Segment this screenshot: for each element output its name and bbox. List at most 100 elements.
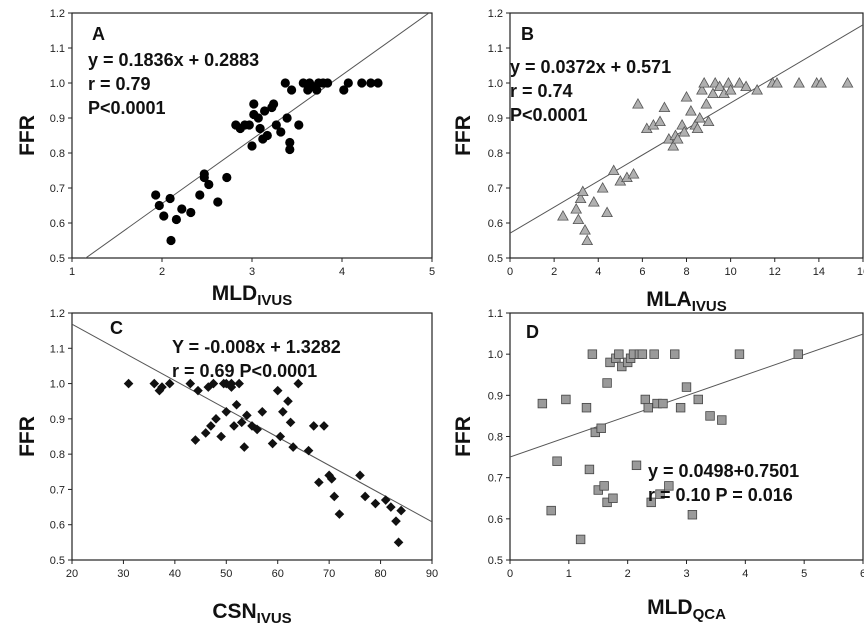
- data-point: [319, 421, 329, 431]
- data-point: [538, 399, 547, 408]
- data-point: [842, 78, 852, 87]
- y-tick-label: 0.5: [50, 555, 65, 567]
- data-point: [206, 421, 216, 431]
- data-point: [268, 439, 278, 449]
- data-point: [329, 492, 339, 502]
- data-point: [159, 211, 168, 220]
- data-point: [582, 235, 592, 244]
- data-point: [694, 395, 703, 404]
- data-point: [391, 516, 401, 526]
- data-point: [287, 85, 296, 94]
- data-point: [677, 120, 687, 129]
- data-point: [283, 113, 292, 122]
- x-tick-label: 4: [742, 568, 748, 580]
- data-point: [245, 120, 254, 129]
- data-point: [633, 99, 643, 108]
- x-tick-label: 0: [507, 266, 513, 278]
- data-point: [222, 173, 231, 182]
- data-point: [281, 78, 290, 87]
- data-point: [558, 211, 568, 220]
- data-point: [615, 350, 624, 359]
- y-tick-label: 1.1: [50, 43, 65, 55]
- panel-label: B: [521, 24, 534, 44]
- y-tick-label: 0.9: [50, 113, 65, 125]
- data-point: [794, 350, 803, 359]
- regression-annotation: r = 0.74: [510, 81, 573, 101]
- data-point: [204, 180, 213, 189]
- data-point: [195, 190, 204, 199]
- data-point: [285, 145, 294, 154]
- data-point: [588, 350, 597, 359]
- y-tick-label: 0.5: [50, 253, 65, 265]
- y-tick-label: 0.7: [488, 183, 503, 195]
- panel-label: A: [92, 24, 105, 44]
- x-tick-label: 1: [566, 568, 572, 580]
- data-point: [600, 482, 609, 491]
- x-tick-label: 70: [323, 568, 335, 580]
- data-point: [294, 120, 303, 129]
- data-point: [547, 506, 556, 515]
- regression-annotation: y = 0.0498+0.7501: [648, 461, 799, 481]
- x-tick-label: 5: [801, 568, 807, 580]
- data-point: [172, 215, 181, 224]
- data-point: [723, 78, 733, 87]
- data-point: [580, 225, 590, 234]
- data-point: [357, 78, 366, 87]
- data-point: [734, 78, 744, 87]
- y-tick-label: 0.8: [50, 148, 65, 160]
- y-tick-label: 0.8: [488, 148, 503, 160]
- data-point: [650, 350, 659, 359]
- y-tick-label: 0.8: [50, 449, 65, 461]
- data-point: [254, 113, 263, 122]
- data-point: [304, 446, 314, 456]
- x-tick-label: 12: [769, 266, 781, 278]
- data-point: [597, 183, 607, 192]
- regression-annotation: y = 0.0372x + 0.571: [510, 57, 671, 77]
- data-point: [603, 379, 612, 388]
- data-point: [344, 78, 353, 87]
- panel-label: C: [110, 318, 123, 338]
- data-point: [381, 495, 391, 505]
- x-tick-label: 2: [551, 266, 557, 278]
- y-tick-label: 1.2: [50, 308, 65, 320]
- panel-d: 0.50.60.70.80.91.01.10 1 2 3 4 5 6Dy = 0.0498+…: [452, 308, 864, 623]
- data-point: [269, 99, 278, 108]
- data-point: [576, 535, 585, 544]
- x-tick-label: 1: [69, 266, 75, 278]
- plot-frame: [510, 313, 863, 560]
- x-tick-label: 30: [117, 568, 129, 580]
- data-point: [124, 379, 134, 389]
- data-point: [276, 127, 285, 136]
- data-point: [632, 461, 641, 470]
- panel-label: D: [526, 322, 539, 342]
- data-point: [686, 106, 696, 115]
- data-point: [232, 400, 242, 410]
- x-tick-label: 14: [813, 266, 825, 278]
- panel-b: 0.50.60.70.80.91.01.11.20246810121416By …: [452, 8, 864, 315]
- data-point: [681, 92, 691, 101]
- y-axis-label: FFR: [452, 115, 475, 156]
- y-tick-label: 0.6: [50, 218, 65, 230]
- x-tick-label: 4: [339, 266, 345, 278]
- y-tick-label: 1.0: [50, 379, 65, 391]
- x-tick-label: 8: [683, 266, 689, 278]
- data-point: [682, 383, 691, 392]
- data-point: [655, 116, 665, 125]
- data-point: [659, 399, 668, 408]
- data-point: [256, 124, 265, 133]
- data-point: [609, 494, 618, 503]
- x-tick-label: 40: [169, 568, 181, 580]
- data-point: [216, 432, 226, 442]
- data-point: [263, 131, 272, 140]
- x-axis-label: MLDIVUS: [212, 282, 293, 309]
- y-tick-label: 1.1: [50, 343, 65, 355]
- x-tick-label: 80: [374, 568, 386, 580]
- regression-annotation: r = 0.69 P<0.0001: [172, 361, 317, 381]
- x-tick-label: 4: [595, 266, 601, 278]
- data-point: [155, 201, 164, 210]
- data-point: [585, 465, 594, 474]
- data-point: [278, 407, 288, 417]
- data-point: [373, 78, 382, 87]
- data-point: [239, 442, 249, 452]
